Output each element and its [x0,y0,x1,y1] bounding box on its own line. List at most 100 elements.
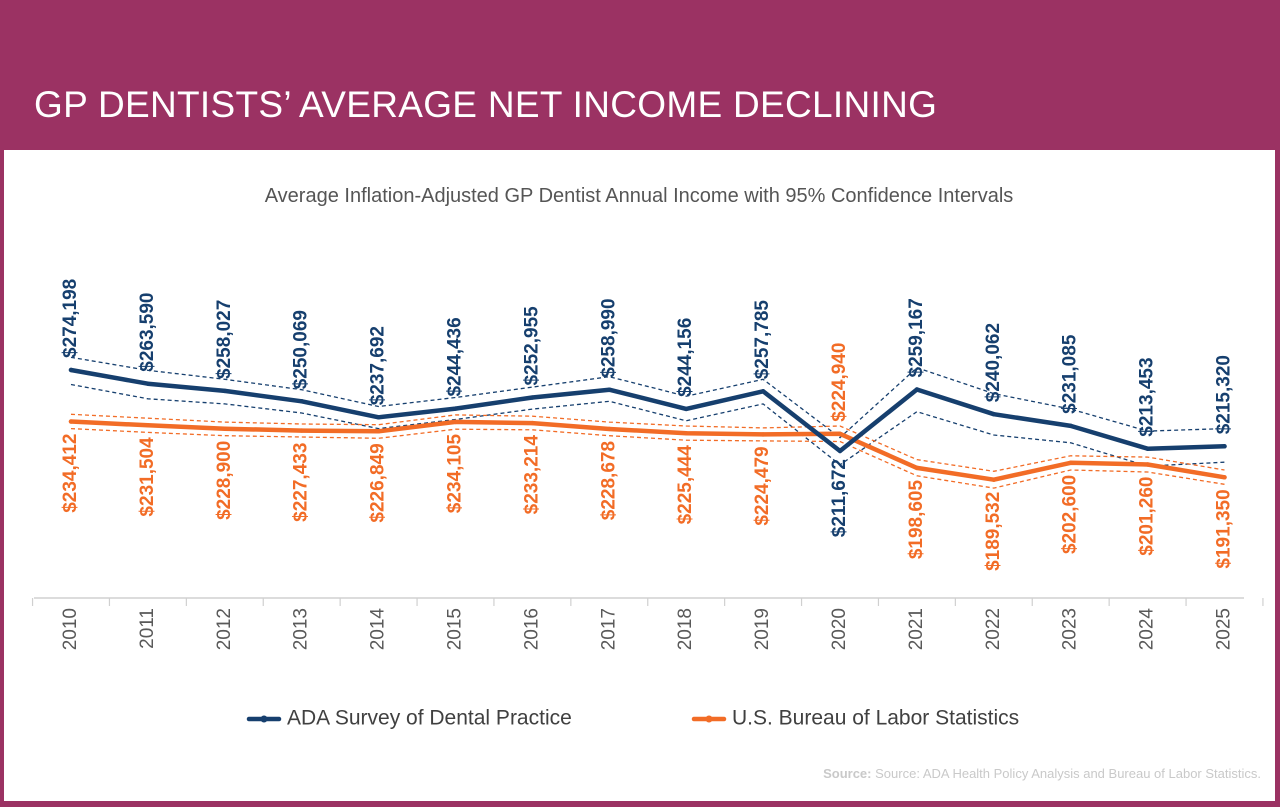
ada-ci-lower-line [70,383,1225,467]
ada-data-point [1068,423,1073,429]
bls-ci-lower-line [70,427,1225,489]
confidence-intervals [70,356,1225,489]
bls-data-point [453,419,458,425]
income-line-chart: Average Inflation-Adjusted GP Dentist An… [31,185,1264,730]
source-note: Source: Source: ADA Health Policy Analys… [823,766,1261,781]
bls-data-point [1222,475,1227,480]
x-tick-marks [31,598,1264,606]
data-labels: $274,198 $263,590 $258,027 $250,069 $237,692… [60,279,1235,571]
series-lines [68,367,1227,482]
ada-data-point [68,367,74,373]
ada-ci-upper-line [70,356,1225,439]
bls-data-point [1068,460,1073,465]
bls-data-point [145,423,151,428]
bls-data-point [991,477,996,482]
x-tick-label: 2022 [983,608,1004,650]
legend: ADA Survey of Dental Practice U.S. Bureau… [246,707,1019,730]
ada-data-point [376,415,381,420]
ada-data-point [837,448,843,454]
source-label: Source: [823,766,872,781]
bls-data-label: $228,678 [598,441,619,520]
bls-data-point [914,465,920,471]
ada-data-label: $250,069 [291,310,312,389]
ada-data-point [914,387,920,392]
bls-data-point [684,430,689,436]
ada-data-label: $263,590 [137,292,158,371]
ada-data-label: $244,156 [675,318,696,397]
ada-series-line [68,367,1227,454]
bls-ci-upper-line [70,413,1225,472]
ada-data-point [760,389,766,394]
title-banner: GP DENTISTS’ AVERAGE NET INCOME DECLININ… [0,0,1280,150]
legend-label: ADA Survey of Dental Practice [287,707,572,730]
ada-data-point [145,381,151,386]
ada-data-point [299,399,304,404]
ada-data-label: $244,436 [445,317,466,396]
x-tick-label: 2012 [214,608,235,650]
bls-data-label: $201,260 [1137,476,1158,555]
x-tick-labels: 2010 2011 2012 2013 2014 2015 2016 2017 2018 2019… [60,608,1235,651]
bls-data-label: $191,350 [1214,489,1235,568]
bls-data-point [607,426,612,432]
ada-data-point [684,406,689,412]
bls-data-label: $198,605 [906,479,927,559]
x-tick-label: 2016 [521,608,542,650]
ada-data-label: $274,198 [60,279,81,358]
x-tick-label: 2023 [1060,608,1081,650]
ada-data-label: $258,027 [214,300,235,379]
bls-data-label: $231,504 [137,437,158,517]
bls-data-label: $234,412 [60,434,81,513]
bls-data-label: $225,444 [675,445,696,525]
x-tick-label: 2017 [598,608,619,650]
ada-data-label: $257,785 [752,300,773,380]
source-text: Source: ADA Health Policy Analysis and B… [875,766,1261,781]
bls-data-label: $233,214 [521,435,542,515]
bls-data-label: $224,479 [752,446,773,525]
x-tick-label: 2018 [675,608,696,650]
chart-panel: Average Inflation-Adjusted GP Dentist An… [4,150,1275,801]
bls-data-label: $227,433 [291,443,312,522]
bls-data-point [376,429,381,434]
x-tick-label: 2013 [291,608,312,650]
bls-data-label: $234,105 [445,434,466,514]
bls-data-point [760,432,766,437]
chart-title: Average Inflation-Adjusted GP Dentist An… [265,185,1014,207]
page-title: GP DENTISTS’ AVERAGE NET INCOME DECLININ… [34,84,938,125]
legend-item-ada: ADA Survey of Dental Practice [246,707,572,730]
bls-data-point [299,428,304,433]
bls-data-point [530,420,535,426]
bls-data-label: $224,940 [829,343,850,422]
bls-data-label: $228,900 [214,441,235,520]
bls-data-label: $189,532 [983,492,1004,571]
legend-marker [260,715,268,723]
x-tick-label: 2019 [752,608,773,650]
ada-data-label: $259,167 [906,298,927,377]
x-tick-label: 2014 [368,608,389,651]
ada-data-label: $215,320 [1214,355,1235,434]
bls-data-point [222,426,227,431]
x-tick-label: 2010 [60,608,81,650]
ada-data-point [607,387,612,392]
ada-data-label: $258,990 [598,298,619,377]
x-tick-label: 2015 [445,608,466,650]
x-tick-label: 2020 [829,608,850,650]
ada-data-point [991,412,996,417]
bls-data-point [68,419,74,424]
legend-marker [705,715,713,723]
bls-data-point [1145,462,1150,467]
legend-item-bls: U.S. Bureau of Labor Statistics [691,707,1019,730]
x-tick-label: 2025 [1214,608,1235,650]
x-tick-label: 2024 [1137,608,1158,651]
x-tick-label: 2011 [137,608,158,649]
ada-data-point [1145,446,1150,451]
legend-label: U.S. Bureau of Labor Statistics [732,707,1019,730]
ada-data-label: $252,955 [521,306,542,386]
ada-data-point [1222,444,1227,449]
ada-data-label: $231,085 [1060,334,1081,414]
bls-data-point [837,431,843,437]
ada-data-point [222,388,227,394]
bls-series-line [68,419,1227,482]
ada-data-point [530,395,535,400]
bls-data-label: $202,600 [1060,475,1081,554]
ada-data-point [453,406,458,411]
